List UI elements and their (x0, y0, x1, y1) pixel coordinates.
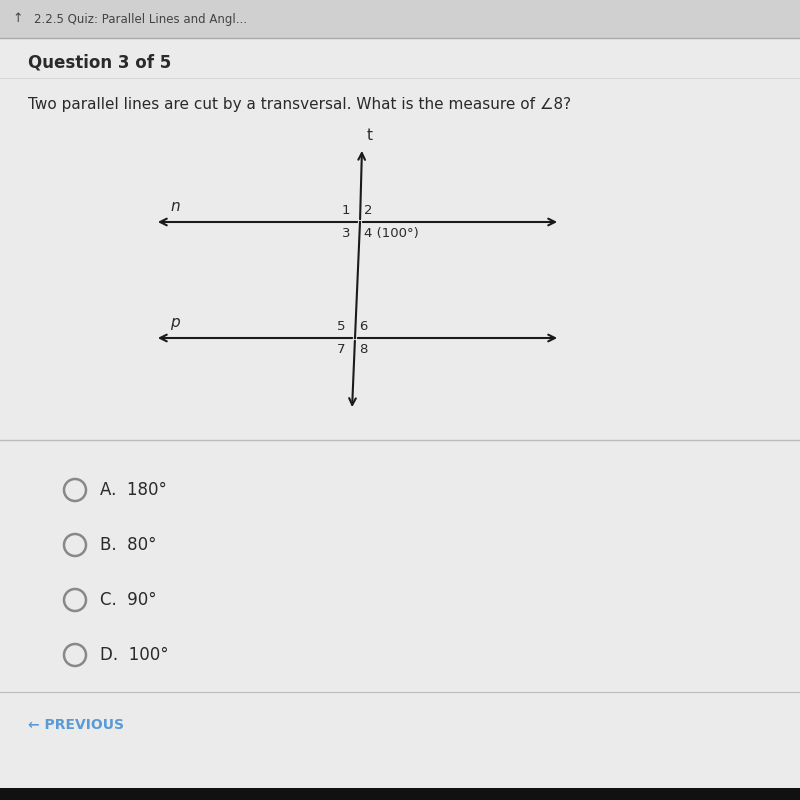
Text: 7: 7 (337, 343, 345, 356)
Text: n: n (170, 199, 180, 214)
Text: 2: 2 (364, 204, 373, 217)
Text: 3: 3 (342, 227, 350, 240)
Text: ↑: ↑ (13, 13, 23, 26)
Text: C.  90°: C. 90° (100, 591, 157, 609)
Text: 2.2.5 Quiz: Parallel Lines and Angl...: 2.2.5 Quiz: Parallel Lines and Angl... (34, 13, 247, 26)
Text: 8: 8 (359, 343, 367, 356)
Text: 5: 5 (337, 320, 345, 333)
Bar (0, 0, 800, 38)
Text: t: t (367, 128, 373, 143)
Text: Question 3 of 5: Question 3 of 5 (28, 53, 171, 71)
Text: ← PREVIOUS: ← PREVIOUS (28, 718, 124, 732)
Text: D.  100°: D. 100° (100, 646, 169, 664)
Bar (0, 788, 800, 800)
Text: A.  180°: A. 180° (100, 481, 167, 499)
Text: Two parallel lines are cut by a transversal. What is the measure of ∠8?: Two parallel lines are cut by a transver… (28, 98, 571, 113)
Text: 4 (100°): 4 (100°) (364, 227, 418, 240)
Text: B.  80°: B. 80° (100, 536, 157, 554)
Text: p: p (170, 315, 180, 330)
Text: 6: 6 (359, 320, 367, 333)
Text: 1: 1 (342, 204, 350, 217)
